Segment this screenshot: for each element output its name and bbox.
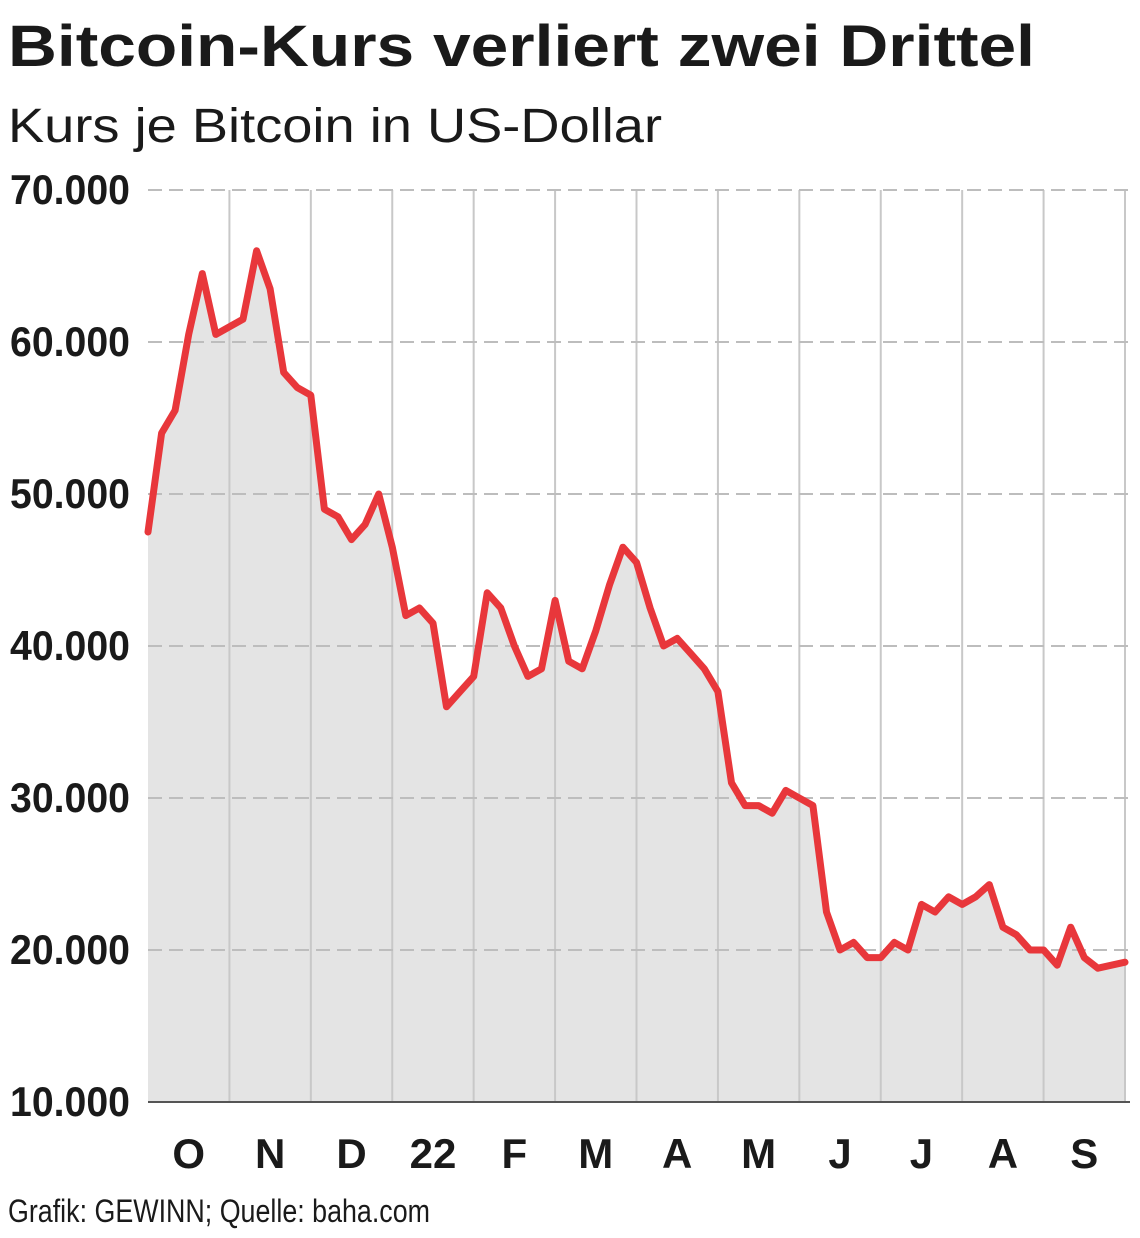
y-tick-label: 20.000	[10, 926, 130, 973]
x-tick-label: F	[502, 1130, 528, 1177]
y-tick-label: 40.000	[10, 622, 130, 669]
chart-title: Bitcoin-Kurs verliert zwei Drittel	[8, 14, 1035, 79]
x-tick-label: M	[741, 1130, 776, 1177]
y-tick-label: 60.000	[10, 318, 130, 365]
line	[144, 247, 1129, 972]
x-tick-label: 22	[410, 1130, 457, 1177]
x-tick-label: J	[828, 1130, 851, 1177]
chart-subtitle: Kurs je Bitcoin in US-Dollar	[8, 100, 662, 153]
x-tick-label: A	[988, 1130, 1018, 1177]
source-note: Grafik: GEWINN; Quelle: baha.com	[8, 1193, 430, 1229]
x-tick-label: A	[662, 1130, 692, 1177]
y-tick-label: 50.000	[10, 470, 130, 517]
x-tick-label: S	[1070, 1130, 1098, 1177]
y-tick-label: 30.000	[10, 774, 130, 821]
x-tick-label: O	[172, 1130, 205, 1177]
y-tick-label: 10.000	[10, 1078, 130, 1125]
x-tick-label: N	[255, 1130, 285, 1177]
x-tick-label: D	[336, 1130, 366, 1177]
x-tick-label: J	[910, 1130, 933, 1177]
y-tick-label: 70.000	[10, 166, 130, 213]
x-tick-label: M	[578, 1130, 613, 1177]
